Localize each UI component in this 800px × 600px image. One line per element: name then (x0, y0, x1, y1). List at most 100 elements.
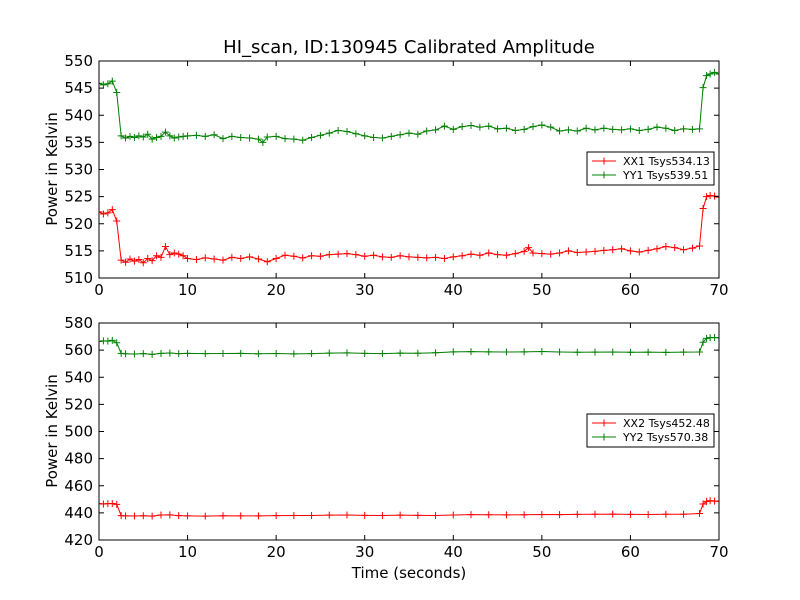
top-series-2-point (511, 126, 519, 134)
top-series-2-point (618, 126, 626, 134)
top-series-2-point (126, 132, 134, 140)
bottom-series-1-point (378, 511, 386, 519)
top-series-1-point (449, 253, 457, 261)
bottom-series-1-point (715, 497, 719, 505)
top-series-2-point (117, 132, 125, 140)
bottom-series-1-point (644, 511, 652, 519)
bottom-legend-marker (600, 433, 608, 441)
bottom-series-1-point (343, 511, 351, 519)
top-series-1-point (361, 252, 369, 260)
top-series-1-point (130, 257, 138, 265)
bottom-series-1-point (703, 497, 711, 505)
bottom-series-2-point (237, 349, 245, 357)
top-series-2-point (130, 133, 138, 141)
top-series-2-point (281, 135, 289, 143)
top-x-tick-label: 50 (532, 281, 551, 299)
top-series-2-point (316, 131, 324, 139)
top-series-2-point (432, 126, 440, 134)
bottom-series-1-point (432, 511, 440, 519)
bottom-series-1-point (148, 512, 156, 520)
top-series-2-point (556, 127, 564, 135)
top-series-1-point (405, 253, 413, 261)
top-y-tick-label: 540 (64, 106, 93, 124)
top-series-2-point (467, 122, 475, 130)
top-series-1-point (609, 246, 617, 254)
top-y-tick-label: 520 (64, 215, 93, 233)
top-series-1-point (696, 242, 704, 250)
bottom-series-1-point (520, 511, 528, 519)
top-series-1-point (161, 243, 169, 251)
top-series-2-point (396, 131, 404, 139)
top-series-2-point (449, 125, 457, 133)
top-legend-label: XX1 Tsys534.13 (623, 155, 710, 168)
bottom-y-axis-label: Power in Kelvin (43, 374, 61, 488)
top-series-2-point (680, 125, 688, 133)
top-series-2-point (582, 124, 590, 132)
top-series-1-point (237, 254, 245, 262)
top-series-1-point (343, 250, 351, 258)
bottom-series-1-point (662, 510, 670, 518)
bottom-series-2-point (148, 350, 156, 358)
top-x-tick-label: 20 (267, 281, 286, 299)
bottom-series-1-point (591, 510, 599, 518)
bottom-series-2-point (325, 349, 333, 357)
top-series-1-point (511, 250, 519, 258)
bottom-series-1-point (108, 500, 116, 508)
top-series-2-point (148, 135, 156, 143)
bottom-series-1-point (449, 511, 457, 519)
top-series-2-point (653, 123, 661, 131)
top-series-2-point (161, 128, 169, 136)
top-series-1-point (711, 192, 719, 200)
bottom-series-2-point (662, 348, 670, 356)
top-series-1-point (316, 252, 324, 260)
bottom-series-1-point (308, 511, 316, 519)
top-series-1-point (715, 193, 719, 201)
bottom-legend-box (586, 413, 715, 448)
top-series-1-point (144, 254, 152, 262)
top-series-2-point (414, 130, 422, 138)
top-series-1-point (644, 246, 652, 254)
bottom-series-1-point (414, 511, 422, 519)
top-series-2-point (343, 128, 351, 136)
top-panel: Power in Kelvin 0 10 20 30 40 50 60 70 510 515 520… (43, 52, 729, 299)
top-series-2-point (228, 132, 236, 140)
top-series-2-point (591, 126, 599, 134)
top-series-1-point (556, 249, 564, 257)
bottom-series-2-point (538, 347, 546, 355)
top-series-1-point (502, 251, 510, 259)
top-series-2-point (405, 129, 413, 137)
bottom-series-2 (99, 334, 719, 358)
bottom-x-tick-label: 20 (267, 543, 286, 561)
bottom-series-1-point (130, 512, 138, 520)
top-series-1-point (148, 257, 156, 265)
top-series-2-point (104, 80, 112, 88)
top-x-tick-label: 0 (94, 281, 104, 299)
top-series-2-point (325, 129, 333, 137)
bottom-series-1-point (237, 512, 245, 520)
top-series-2-point (254, 135, 262, 143)
bottom-y-tick-label: 520 (64, 395, 93, 413)
top-series-1-point (104, 209, 112, 217)
bottom-series-2-point (378, 350, 386, 358)
bottom-y-tick-label: 500 (64, 423, 93, 441)
top-series-1-point (414, 253, 422, 261)
top-series-2-point (476, 123, 484, 131)
bottom-series-1 (99, 497, 719, 520)
top-series-1-point (432, 253, 440, 261)
bottom-series-1-point (538, 511, 546, 519)
top-x-tick-label: 10 (178, 281, 197, 299)
bottom-series-1-point (361, 511, 369, 519)
bottom-series-2-point (414, 349, 422, 357)
bottom-series-2-point (573, 348, 581, 356)
top-series-2-point (99, 81, 107, 89)
top-series-1-point (520, 247, 528, 255)
chart-title: HI_scan, ID:130945 Calibrated Amplitude (223, 37, 595, 58)
top-series-2-point (99, 79, 103, 87)
top-series-2-point (644, 125, 652, 133)
top-series-1-point (423, 254, 431, 262)
bottom-series-2-point (715, 334, 719, 342)
top-series-1-point (184, 254, 192, 262)
top-legend-marker (600, 157, 608, 165)
top-legend-box (586, 151, 715, 186)
